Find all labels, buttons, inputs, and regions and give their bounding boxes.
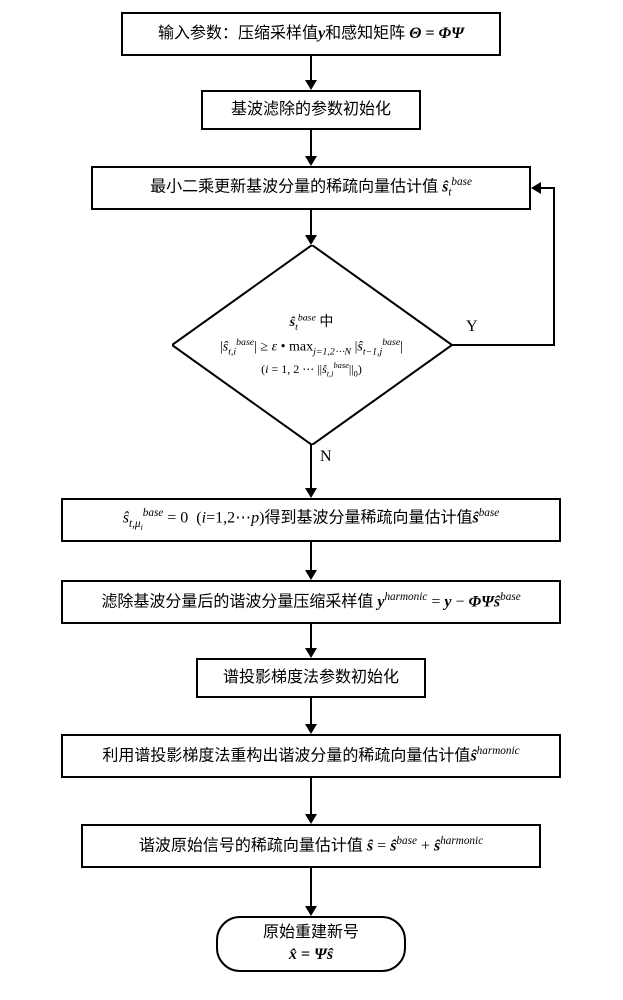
node-set-zero: ŝt,μibase = 0 (i=1,2⋯p)得到基波分量稀疏向量估计值ŝbas… bbox=[61, 498, 561, 542]
edge bbox=[310, 778, 312, 814]
flowchart-container: 输入参数：压缩采样值y和感知矩阵 Θ = ΦΨ 基波滤除的参数初始化 最小二乘更… bbox=[0, 0, 623, 1000]
arrowhead bbox=[305, 80, 317, 90]
node-text: ŝt,μibase = 0 (i=1,2⋯p)得到基波分量稀疏向量估计值ŝbas… bbox=[123, 506, 499, 534]
node-text: 原始重建新号x̂ = Ψŝ bbox=[263, 922, 359, 967]
edge bbox=[310, 210, 312, 235]
edge bbox=[310, 868, 312, 906]
node-text: 谱投影梯度法参数初始化 bbox=[223, 667, 399, 689]
node-init-params: 基波滤除的参数初始化 bbox=[201, 90, 421, 130]
edge bbox=[310, 56, 312, 80]
arrowhead bbox=[305, 906, 317, 916]
label-yes: Y bbox=[466, 318, 478, 336]
node-harmonic-y: 滤除基波分量后的谐波分量压缩采样值 yharmonic = y − ΦΨŝbas… bbox=[61, 580, 561, 624]
node-text: 利用谱投影梯度法重构出谐波分量的稀疏向量估计值ŝharmonic bbox=[102, 744, 519, 768]
edge bbox=[310, 624, 312, 648]
decision-line1: ŝtbase 中 bbox=[290, 311, 334, 333]
arrowhead bbox=[305, 235, 317, 245]
node-least-squares: 最小二乘更新基波分量的稀疏向量估计值 ŝtbase bbox=[91, 166, 531, 210]
edge bbox=[310, 698, 312, 724]
arrowhead bbox=[305, 648, 317, 658]
edge-loop bbox=[553, 187, 555, 346]
decision-line2: |ŝt,ibase| ≥ ε • maxj=1,2⋯N |ŝt−1,jbase| bbox=[220, 337, 403, 357]
edge bbox=[310, 130, 312, 156]
node-input-params: 输入参数：压缩采样值y和感知矩阵 Θ = ΦΨ bbox=[121, 12, 501, 56]
arrowhead bbox=[531, 182, 541, 194]
decision-line3: (i = 1, 2 ⋯ ||ŝt,ibase||0) bbox=[261, 361, 362, 378]
arrowhead bbox=[305, 156, 317, 166]
node-output: 原始重建新号x̂ = Ψŝ bbox=[216, 916, 406, 972]
node-text: 输入参数：压缩采样值y和感知矩阵 Θ = ΦΨ bbox=[158, 23, 464, 45]
node-text: 最小二乘更新基波分量的稀疏向量估计值 ŝtbase bbox=[150, 175, 472, 201]
edge-loop bbox=[451, 344, 555, 346]
node-text: 基波滤除的参数初始化 bbox=[231, 99, 391, 121]
node-decision: ŝtbase 中 |ŝt,ibase| ≥ ε • maxj=1,2⋯N |ŝt… bbox=[172, 245, 452, 445]
arrowhead bbox=[305, 570, 317, 580]
edge bbox=[310, 445, 312, 488]
edge bbox=[310, 542, 312, 570]
arrowhead bbox=[305, 814, 317, 824]
node-text: 谐波原始信号的稀疏向量估计值 ŝ = ŝbase + ŝharmonic bbox=[139, 834, 483, 858]
node-sum: 谐波原始信号的稀疏向量估计值 ŝ = ŝbase + ŝharmonic bbox=[81, 824, 541, 868]
node-spg-reconstruct: 利用谱投影梯度法重构出谐波分量的稀疏向量估计值ŝharmonic bbox=[61, 734, 561, 778]
arrowhead bbox=[305, 488, 317, 498]
edge-loop bbox=[541, 187, 555, 189]
label-no: N bbox=[320, 448, 332, 466]
arrowhead bbox=[305, 724, 317, 734]
node-text: 滤除基波分量后的谐波分量压缩采样值 yharmonic = y − ΦΨŝbas… bbox=[101, 590, 520, 614]
node-spg-init: 谱投影梯度法参数初始化 bbox=[196, 658, 426, 698]
